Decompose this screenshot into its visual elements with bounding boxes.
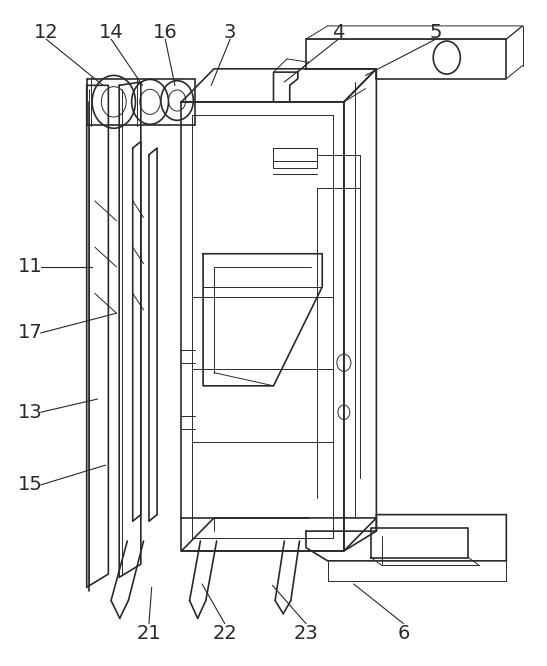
Text: 14: 14: [98, 23, 124, 42]
Text: 3: 3: [224, 23, 236, 42]
Text: 4: 4: [332, 23, 345, 42]
Text: 17: 17: [18, 324, 42, 342]
Text: 21: 21: [137, 624, 161, 643]
Text: 12: 12: [34, 23, 59, 42]
Text: 23: 23: [294, 624, 318, 643]
Text: 22: 22: [212, 624, 237, 643]
Text: 16: 16: [153, 23, 178, 42]
Text: 11: 11: [18, 258, 42, 276]
Text: 13: 13: [18, 403, 42, 422]
Text: 6: 6: [397, 624, 410, 643]
Text: 5: 5: [430, 23, 442, 42]
Text: 15: 15: [18, 476, 42, 494]
